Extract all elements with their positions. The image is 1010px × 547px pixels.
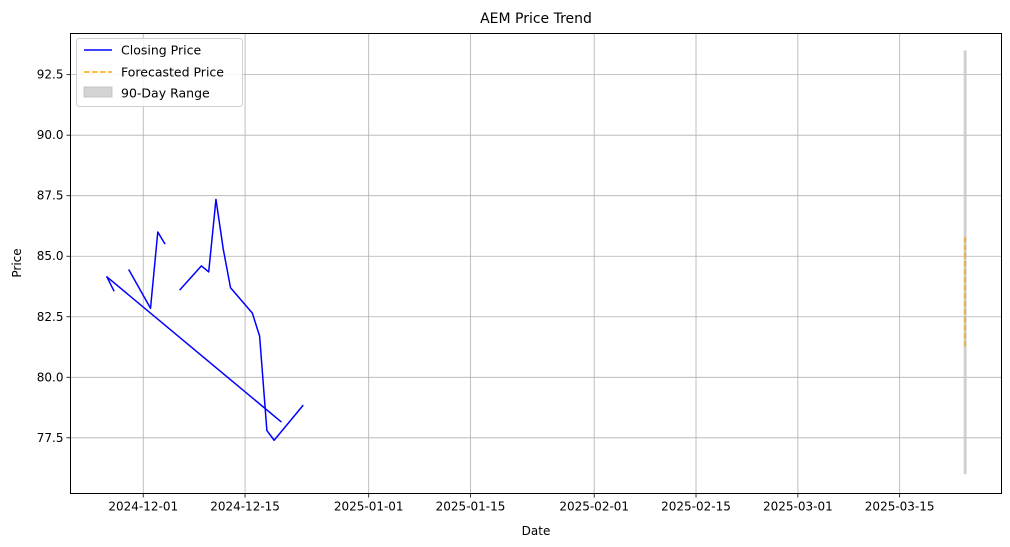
legend-box <box>76 38 243 107</box>
legend: Closing Price Forecasted Price 90-Day Ra… <box>76 38 243 107</box>
closing-price-line <box>106 198 304 441</box>
x-tick-label: 2025-02-01 <box>559 500 629 514</box>
chart-title: AEM Price Trend <box>480 11 592 27</box>
y-tick-label: 82.5 <box>37 310 64 324</box>
x-tick-label: 2025-03-01 <box>763 500 833 514</box>
x-axis-ticks: 2024-12-01 2024-12-15 2025-01-01 2025-01-15… <box>108 493 935 514</box>
series-layer <box>106 198 966 441</box>
x-tick-label: 2024-12-15 <box>210 500 280 514</box>
plot-frame <box>70 33 1002 494</box>
y-tick-label: 77.5 <box>37 431 64 445</box>
x-tick-label: 2025-02-15 <box>661 500 731 514</box>
legend-label-closing: Closing Price <box>121 43 201 58</box>
y-tick-label: 85.0 <box>37 249 64 263</box>
x-tick-label: 2025-01-01 <box>334 500 404 514</box>
legend-label-forecast: Forecasted Price <box>121 65 224 80</box>
x-tick-label: 2025-01-15 <box>436 500 506 514</box>
y-tick-label: 87.5 <box>37 189 64 203</box>
legend-swatch-range <box>83 86 113 98</box>
y-tick-label: 90.0 <box>37 128 64 142</box>
x-axis-label: Date <box>522 524 551 538</box>
x-tick-label: 2024-12-01 <box>108 500 178 514</box>
y-tick-label: 92.5 <box>37 68 64 82</box>
y-axis-label: Price <box>10 248 24 277</box>
grid-lines <box>70 33 1002 494</box>
y-tick-label: 80.0 <box>37 370 64 384</box>
x-tick-label: 2025-03-15 <box>865 500 935 514</box>
legend-label-range: 90-Day Range <box>121 86 210 101</box>
y-axis-ticks: 77.5 80.0 82.5 85.0 87.5 90.0 92.5 <box>37 68 71 445</box>
